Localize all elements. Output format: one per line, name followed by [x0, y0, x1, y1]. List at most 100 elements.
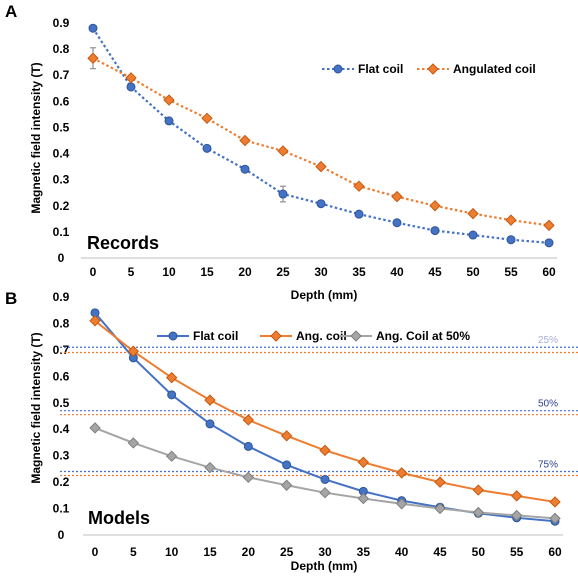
- data-point: [278, 189, 288, 199]
- data-point: [282, 460, 292, 470]
- panel-a-chart: A Magnetic field intensity (T) Depth (mm…: [5, 2, 557, 302]
- y-tick-label: 0: [58, 528, 65, 542]
- data-point: [242, 471, 255, 484]
- data-point: [391, 190, 403, 203]
- data-point: [125, 72, 137, 84]
- data-point: [202, 143, 212, 153]
- data-point: [467, 207, 479, 220]
- data-point: [89, 422, 101, 434]
- y-tick-label: 0.9: [53, 290, 70, 304]
- data-point: [277, 145, 289, 157]
- data-point: [316, 199, 326, 209]
- panel-b-inset-label: Models: [88, 508, 150, 528]
- panel-b-plot-area: 0 0.1 0.2 0.3 0.4 0.5 0.6 0.7 0.8 0.9 0 5 10 15 20 25 30…: [53, 290, 578, 559]
- x-tick-label: 5: [128, 265, 135, 279]
- data-point: [392, 218, 402, 228]
- data-point: [468, 230, 478, 240]
- data-point: [505, 214, 517, 226]
- data-point: [127, 437, 140, 449]
- y-tick-label: 0.7: [53, 343, 70, 357]
- data-point: [164, 116, 174, 126]
- legend-marker: [270, 330, 282, 342]
- data-point: [239, 134, 251, 147]
- data-point: [319, 486, 331, 499]
- x-tick-label: 20: [242, 545, 256, 559]
- x-tick-label: 15: [203, 545, 217, 559]
- legend-label: Angulated coil: [453, 62, 536, 76]
- series-line: [92, 27, 550, 244]
- y-tick-label: 0.8: [53, 316, 70, 330]
- y-tick-label: 0.9: [53, 16, 70, 30]
- panel-b-xlabel: Depth (mm): [291, 559, 358, 573]
- data-point: [280, 430, 293, 442]
- legend-label: Ang. Coil at 50%: [376, 329, 470, 343]
- y-tick-label: 0.3: [53, 449, 70, 463]
- data-point: [167, 390, 177, 400]
- data-point: [127, 345, 140, 357]
- y-tick-label: 0.6: [53, 369, 70, 383]
- panel-a-xlabel: Depth (mm): [291, 288, 358, 302]
- data-point: [506, 235, 516, 245]
- panel-a-ylabel: Magnetic field intensity (T): [29, 62, 43, 213]
- data-point: [242, 414, 255, 426]
- data-point: [89, 315, 101, 327]
- data-point: [240, 164, 250, 174]
- y-tick-label: 0.1: [53, 502, 70, 516]
- data-point: [357, 456, 370, 468]
- data-point: [126, 82, 136, 92]
- legend-marker: [350, 330, 362, 342]
- y-tick-label: 0.4: [53, 422, 70, 436]
- series-line: [94, 426, 556, 520]
- data-point: [353, 180, 365, 192]
- data-point: [204, 394, 216, 406]
- legend-label: Flat coil: [193, 329, 238, 343]
- reference-line-label: 75%: [538, 460, 558, 471]
- y-tick-label: 0.7: [53, 68, 70, 82]
- data-point: [204, 461, 216, 474]
- x-tick-label: 50: [466, 265, 480, 279]
- x-tick-label: 30: [314, 265, 328, 279]
- x-tick-label: 35: [352, 265, 366, 279]
- x-tick-label: 0: [92, 545, 99, 559]
- x-tick-label: 25: [280, 545, 294, 559]
- data-point: [549, 496, 561, 508]
- data-point: [544, 238, 554, 248]
- x-tick-label: 0: [90, 265, 97, 279]
- y-tick-label: 0.5: [53, 120, 70, 134]
- data-point: [205, 419, 215, 429]
- x-tick-label: 60: [542, 265, 556, 279]
- y-tick-label: 0.1: [53, 225, 70, 239]
- x-tick-label: 40: [395, 545, 409, 559]
- data-point: [354, 209, 364, 219]
- series-line: [94, 320, 556, 503]
- data-point: [549, 512, 561, 525]
- data-point: [319, 444, 331, 457]
- x-tick-label: 45: [433, 545, 447, 559]
- y-tick-label: 0.4: [53, 147, 70, 161]
- y-tick-label: 0.8: [53, 42, 70, 56]
- x-tick-label: 10: [165, 545, 179, 559]
- data-point: [472, 484, 485, 496]
- x-tick-label: 15: [200, 265, 214, 279]
- x-tick-label: 30: [318, 545, 332, 559]
- data-point: [315, 160, 327, 173]
- data-point: [395, 467, 408, 479]
- legend-label: Flat coil: [358, 62, 403, 76]
- data-point: [243, 441, 253, 451]
- y-tick-label: 0.3: [53, 173, 70, 187]
- x-tick-label: 35: [357, 545, 371, 559]
- data-point: [472, 506, 485, 519]
- data-point: [543, 219, 555, 232]
- x-tick-label: 20: [238, 265, 252, 279]
- reference-line-label: 25%: [538, 335, 558, 346]
- data-point: [434, 502, 446, 515]
- panel-a-plot-area: 0 0.1 0.2 0.3 0.4 0.5 0.6 0.7 0.8 0.9 0 5 10 15 20 25 30…: [53, 16, 557, 279]
- panel-b-ylabel: Magnetic field intensity (T): [29, 332, 43, 483]
- legend-marker: [333, 64, 343, 74]
- x-tick-label: 40: [390, 265, 404, 279]
- y-tick-label: 0: [58, 251, 65, 265]
- panel-b-chart: B Magnetic field intensity (T) Depth (mm…: [5, 289, 578, 573]
- data-point: [510, 490, 523, 502]
- data-point: [165, 450, 178, 462]
- data-point: [320, 474, 330, 484]
